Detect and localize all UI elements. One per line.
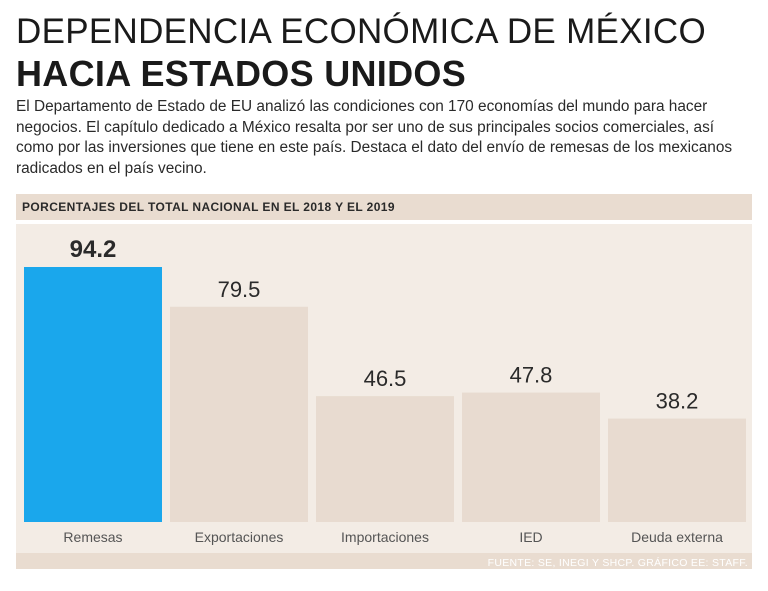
bar-ied: [462, 392, 600, 522]
source-note: FUENTE: SE, INEGI Y SHCP. GRÁFICO EE: ST…: [487, 557, 748, 569]
subhead-band: [16, 194, 752, 220]
category-label: Exportaciones: [195, 529, 284, 545]
bar-importaciones: [316, 396, 454, 522]
chart-title: DEPENDENCIA ECONÓMICA DE MÉXICO: [16, 12, 706, 51]
chart-subtitle: PORCENTAJES DEL TOTAL NACIONAL EN EL 201…: [22, 200, 395, 214]
intro-paragraph: El Departamento de Estado de EU analizó …: [16, 98, 733, 177]
value-label: 46.5: [364, 366, 407, 391]
category-label: Remesas: [63, 529, 122, 545]
category-label: Deuda externa: [631, 529, 723, 545]
bar-remesas: [24, 267, 162, 522]
source-band: [16, 553, 752, 569]
bar-exportaciones: [170, 306, 308, 522]
bar-deuda-externa: [608, 418, 746, 522]
chart-title-bold: HACIA ESTADOS UNIDOS: [16, 53, 467, 94]
value-label: 94.2: [70, 236, 117, 263]
value-label: 38.2: [656, 389, 699, 414]
category-label: IED: [519, 529, 542, 545]
category-label: Importaciones: [341, 529, 429, 545]
value-label: 79.5: [218, 277, 261, 302]
value-label: 47.8: [510, 363, 553, 388]
